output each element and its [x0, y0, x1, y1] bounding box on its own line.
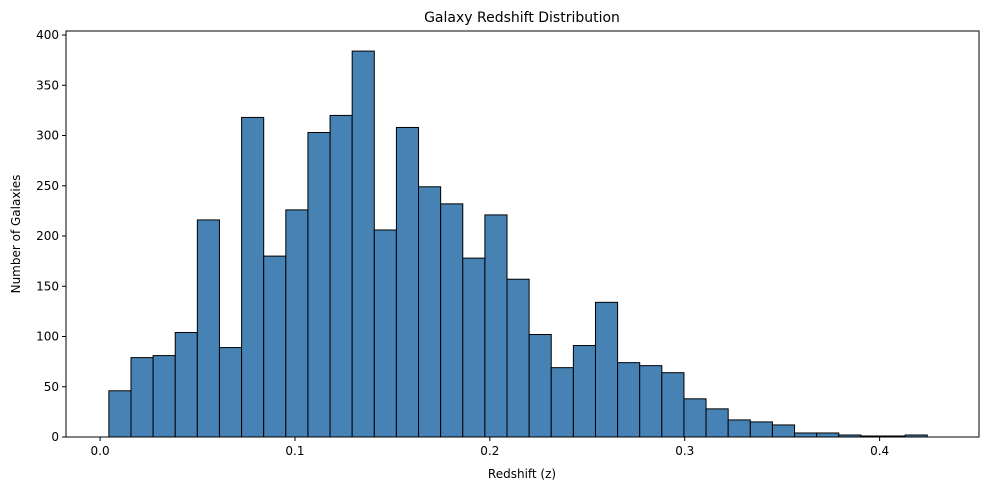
histogram-bar: [594, 301, 619, 438]
histogram-bar: [329, 114, 353, 438]
y-axis-label: Number of Galaxies: [9, 175, 23, 294]
bars-group: [108, 50, 928, 438]
histogram-bar: [550, 367, 574, 438]
y-tick-label: 100: [36, 330, 59, 344]
chart-title: Galaxy Redshift Distribution: [424, 10, 620, 26]
y-tick-label: 0: [51, 430, 59, 444]
histogram-bar: [218, 347, 243, 438]
histogram-bar: [816, 432, 840, 438]
histogram-bar: [174, 331, 198, 438]
histogram-bar: [373, 229, 397, 438]
x-tick-label: 0.2: [480, 444, 499, 458]
y-tick-label: 50: [44, 380, 59, 394]
histogram-bar: [484, 214, 508, 438]
histogram-bar: [152, 355, 176, 438]
histogram-bar: [705, 408, 729, 438]
y-tick-label: 400: [36, 28, 59, 42]
x-tick-label: 0.3: [675, 444, 694, 458]
histogram-bar: [661, 372, 685, 438]
histogram-bar: [572, 345, 596, 438]
histogram-bar: [617, 362, 641, 438]
histogram-bar: [285, 209, 309, 438]
y-tick-label: 350: [36, 78, 59, 92]
histogram-bar: [196, 219, 220, 438]
histogram-bar: [506, 278, 530, 438]
histogram-bar: [108, 390, 132, 438]
x-tick-label: 0.1: [285, 444, 304, 458]
x-axis-label: Redshift (z): [488, 467, 556, 481]
histogram-bar: [440, 203, 464, 438]
y-tick-label: 250: [36, 179, 59, 193]
y-tick-label: 200: [36, 229, 59, 243]
x-tick-label: 0.4: [870, 444, 889, 458]
histogram-bar: [771, 424, 796, 438]
histogram-bar: [395, 126, 420, 438]
histogram-bar: [263, 255, 287, 438]
y-axis-ticks: 0 50 100 150 200 250 300 350 400: [36, 28, 66, 444]
histogram-bar: [794, 432, 818, 438]
histogram-bar: [130, 357, 154, 438]
histogram-bar: [307, 132, 331, 438]
histogram-bar: [351, 50, 375, 438]
histogram-bar: [683, 398, 707, 438]
histogram-bar: [639, 365, 663, 438]
x-tick-label: 0.0: [91, 444, 110, 458]
histogram-bar: [749, 421, 773, 438]
y-tick-label: 150: [36, 279, 59, 293]
plot-frame: [65, 30, 980, 438]
histogram-bar: [727, 419, 751, 438]
histogram-bar: [462, 257, 486, 438]
histogram-bar: [528, 333, 552, 438]
histogram-bar: [418, 186, 442, 438]
x-axis-ticks: 0.0 0.1 0.2 0.3 0.4: [91, 437, 889, 458]
histogram-bar: [241, 116, 265, 438]
y-tick-label: 300: [36, 129, 59, 143]
